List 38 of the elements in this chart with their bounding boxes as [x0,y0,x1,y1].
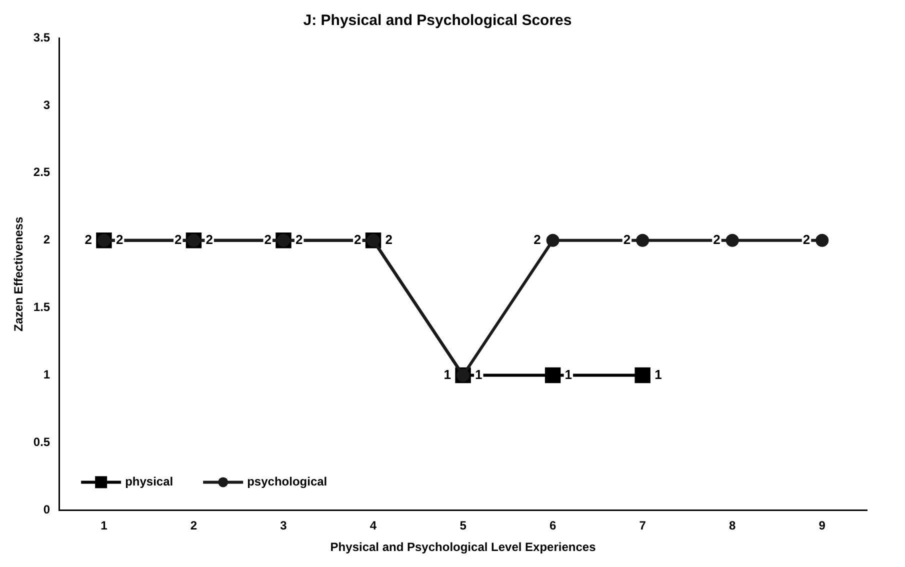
data-label: 1 [654,366,662,382]
data-label: 2 [84,232,92,247]
data-label: 2 [174,232,182,247]
y-tick-label: 1 [43,368,50,382]
x-tick-label: 7 [639,518,646,533]
legend-label: psychological [247,474,328,489]
data-label: 2 [264,232,272,247]
legend-label: physical [125,474,174,489]
y-tick-label: 3.5 [33,30,50,44]
data-label: 2 [534,232,541,247]
y-axis-title: Zazen Effectiveness [12,216,26,332]
x-tick-label: 3 [280,518,288,533]
chart-title: J: Physical and Psychological Scores [303,12,572,30]
y-tick-label: 2 [43,232,50,247]
x-tick-label: 1 [100,518,108,533]
y-tick-label: 0 [43,502,50,517]
data-label: 2 [296,232,303,247]
data-label: 2 [623,232,631,247]
y-tick-label: 0.5 [33,435,50,450]
data-label: 1 [564,366,572,382]
x-tick-label: 9 [818,518,826,533]
data-label: 2 [116,232,124,247]
y-tick-label: 3 [43,98,50,112]
data-label: 2 [802,232,810,247]
data-label: 2 [206,232,213,247]
x-tick-label: 5 [460,518,467,533]
x-axis-title: Physical and Psychological Level Experiences [330,540,596,554]
y-tick-label: 1.5 [33,300,50,314]
x-tick-label: 6 [549,518,556,533]
x-tick-label: 4 [370,518,377,533]
data-label: 2 [713,232,720,247]
data-label: 2 [385,232,393,247]
x-tick-label: 8 [729,518,736,533]
data-label: 2 [354,232,362,247]
data-label: 1 [475,366,482,382]
data-label: 1 [444,366,452,382]
x-tick-label: 2 [190,518,198,533]
y-tick-label: 2.5 [33,165,50,180]
